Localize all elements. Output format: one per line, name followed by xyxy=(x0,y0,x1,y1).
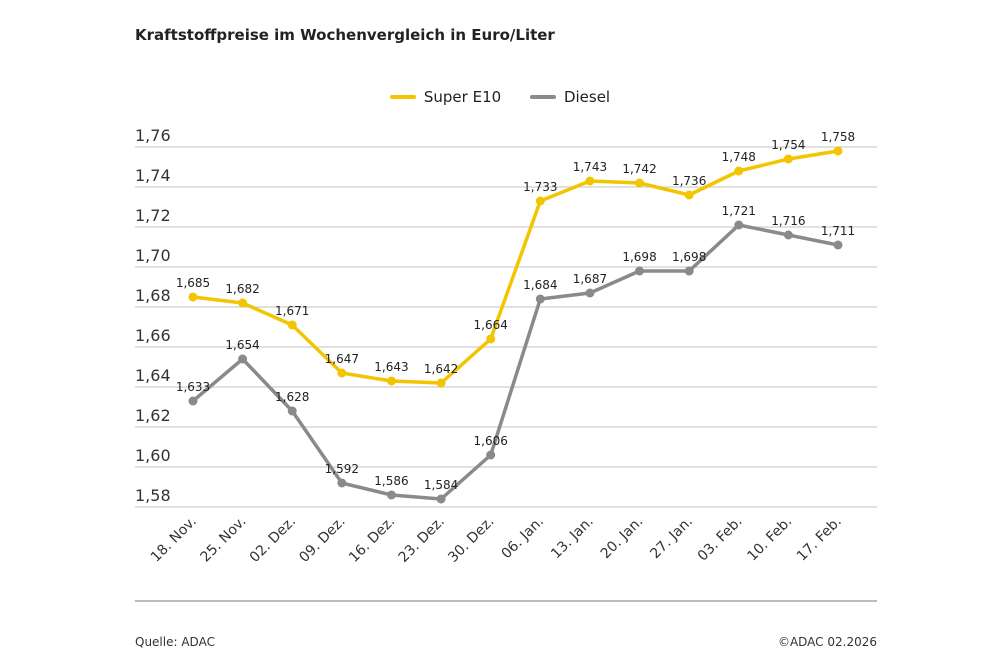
data-label-super-e10: 1,748 xyxy=(722,150,756,164)
legend-swatch-diesel xyxy=(529,95,556,99)
data-point-diesel xyxy=(188,396,198,406)
data-label-super-e10: 1,664 xyxy=(474,318,508,332)
legend-item-super-e10: Super E10 xyxy=(389,88,502,106)
y-tick-label: 1,62 xyxy=(135,406,171,425)
data-label-super-e10: 1,647 xyxy=(325,352,359,366)
data-point-super-e10 xyxy=(635,178,645,188)
data-label-super-e10: 1,642 xyxy=(424,362,458,376)
data-label-super-e10: 1,742 xyxy=(622,162,656,176)
data-point-diesel xyxy=(337,478,347,488)
data-label-super-e10: 1,685 xyxy=(176,276,210,290)
data-label-diesel: 1,698 xyxy=(622,250,656,264)
data-point-diesel xyxy=(287,406,297,416)
x-tick-label: 09. Dez. xyxy=(296,514,348,566)
data-point-diesel xyxy=(535,294,545,304)
data-label-diesel: 1,687 xyxy=(573,272,607,286)
copyright-note: ©ADAC 02.2026 xyxy=(777,635,877,649)
data-point-super-e10 xyxy=(684,190,694,200)
data-point-diesel xyxy=(783,230,793,240)
data-point-diesel xyxy=(585,288,595,298)
data-point-super-e10 xyxy=(436,378,446,388)
y-tick-label: 1,58 xyxy=(135,486,171,505)
y-tick-label: 1,74 xyxy=(135,166,171,185)
y-tick-label: 1,76 xyxy=(135,126,171,145)
chart-title: Kraftstoffpreise im Wochenvergleich in E… xyxy=(135,26,555,44)
data-label-diesel: 1,711 xyxy=(821,224,855,238)
data-point-diesel xyxy=(238,354,248,364)
data-label-super-e10: 1,736 xyxy=(672,174,706,188)
data-point-super-e10 xyxy=(287,320,297,330)
data-label-diesel: 1,716 xyxy=(771,214,805,228)
data-label-diesel: 1,606 xyxy=(474,434,508,448)
series-line-super-e10 xyxy=(192,149,839,385)
x-tick-label: 30. Dez. xyxy=(445,514,497,566)
data-point-super-e10 xyxy=(238,298,248,308)
series-line-diesel xyxy=(191,223,839,501)
y-tick-label: 1,72 xyxy=(135,206,171,225)
data-label-super-e10: 1,743 xyxy=(573,160,607,174)
data-point-diesel xyxy=(436,494,446,504)
data-label-super-e10: 1,754 xyxy=(771,138,805,152)
data-label-super-e10: 1,758 xyxy=(821,130,855,144)
data-label-diesel: 1,721 xyxy=(722,204,756,218)
data-point-diesel xyxy=(734,220,744,230)
data-label-diesel: 1,592 xyxy=(325,462,359,476)
y-tick-label: 1,60 xyxy=(135,446,171,465)
y-tick-label: 1,64 xyxy=(135,366,171,385)
x-tick-label: 20. Jan. xyxy=(598,514,647,563)
data-label-super-e10: 1,733 xyxy=(523,180,557,194)
data-point-super-e10 xyxy=(386,376,396,386)
data-point-super-e10 xyxy=(783,154,793,164)
x-tick-label: 25. Nov. xyxy=(198,514,250,566)
data-label-diesel: 1,586 xyxy=(374,474,408,488)
x-tick-label: 02. Dez. xyxy=(247,514,299,566)
y-tick-label: 1,70 xyxy=(135,246,171,265)
x-tick-label: 17. Feb. xyxy=(794,514,845,565)
data-point-diesel xyxy=(386,490,396,500)
data-point-super-e10 xyxy=(734,166,744,176)
data-label-diesel: 1,628 xyxy=(275,390,309,404)
legend: Super E10 Diesel xyxy=(0,85,1000,106)
y-tick-label: 1,66 xyxy=(135,326,171,345)
legend-item-diesel: Diesel xyxy=(529,88,611,106)
data-label-super-e10: 1,671 xyxy=(275,304,309,318)
x-tick-label: 13. Jan. xyxy=(548,514,597,563)
x-tick-label: 18. Nov. xyxy=(148,514,200,566)
data-point-diesel xyxy=(833,240,843,250)
data-point-diesel xyxy=(635,266,645,276)
y-tick-label: 1,68 xyxy=(135,286,171,305)
data-point-super-e10 xyxy=(535,196,545,206)
data-point-super-e10 xyxy=(486,334,496,344)
legend-label-super-e10: Super E10 xyxy=(423,88,502,106)
data-point-super-e10 xyxy=(188,292,198,302)
data-label-diesel: 1,684 xyxy=(523,278,557,292)
data-label-diesel: 1,654 xyxy=(225,338,259,352)
data-label-super-e10: 1,643 xyxy=(374,360,408,374)
data-label-diesel: 1,698 xyxy=(672,250,706,264)
legend-label-diesel: Diesel xyxy=(563,88,611,106)
data-point-super-e10 xyxy=(585,176,595,186)
data-label-diesel: 1,633 xyxy=(176,380,210,394)
data-label-diesel: 1,584 xyxy=(424,478,458,492)
x-tick-label: 10. Feb. xyxy=(744,514,795,565)
data-point-diesel xyxy=(684,266,694,276)
legend-swatch-super-e10 xyxy=(389,95,416,99)
x-tick-label: 16. Dez. xyxy=(346,514,398,566)
x-tick-label: 03. Feb. xyxy=(695,514,746,565)
data-point-super-e10 xyxy=(833,146,843,156)
data-label-super-e10: 1,682 xyxy=(225,282,259,296)
x-tick-label: 06. Jan. xyxy=(499,514,548,563)
data-point-super-e10 xyxy=(337,368,347,378)
source-note: Quelle: ADAC xyxy=(135,635,215,649)
data-point-diesel xyxy=(486,450,496,460)
x-tick-label: 23. Dez. xyxy=(396,514,448,566)
x-tick-label: 27. Jan. xyxy=(647,514,696,563)
